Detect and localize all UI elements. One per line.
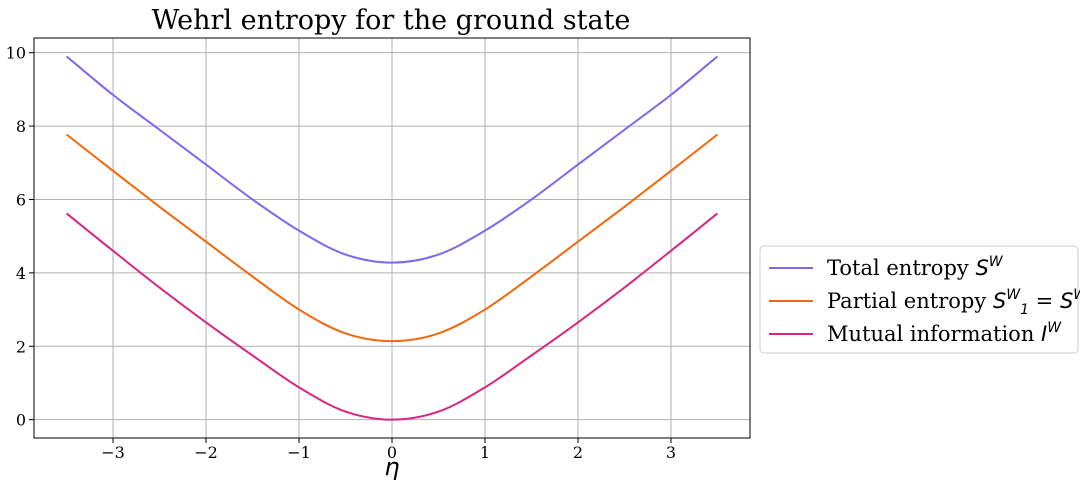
axis-ticks: −3 −2 −1 0 1 2 3 0 2 4 6 8 10 (6, 44, 676, 462)
x-tick-label: −2 (194, 443, 218, 462)
x-tick-label: 1 (480, 443, 490, 462)
grid (34, 38, 750, 438)
x-tick-label: 3 (666, 443, 676, 462)
legend-entry-1: Total entropy SW (827, 254, 1004, 280)
legend-box (759, 245, 1079, 354)
y-tick-label: 6 (16, 190, 26, 209)
y-tick-label: 10 (6, 44, 26, 63)
chart-title: Wehrl entropy for the ground state (152, 5, 631, 36)
y-tick-label: 8 (16, 117, 26, 136)
x-tick-label: 2 (573, 443, 583, 462)
legend: Total entropy SW Partial entropy SW1 = SW… (759, 245, 1080, 354)
y-tick-label: 4 (16, 264, 26, 283)
series-line-2 (65, 133, 719, 343)
series-line-1 (65, 55, 719, 264)
legend-entry-2: Partial entropy SW1 = SW2 (827, 287, 1080, 318)
x-tick-label: 0 (387, 443, 397, 462)
x-tick-label: −3 (101, 443, 125, 462)
x-axis-label: η (384, 453, 399, 481)
y-tick-label: 0 (16, 411, 26, 430)
series-lines (65, 55, 719, 421)
x-tick-label: −1 (287, 443, 311, 462)
series-line-3 (65, 212, 719, 421)
y-tick-label: 2 (16, 337, 26, 356)
legend-entry-3: Mutual information IW (827, 320, 1062, 346)
